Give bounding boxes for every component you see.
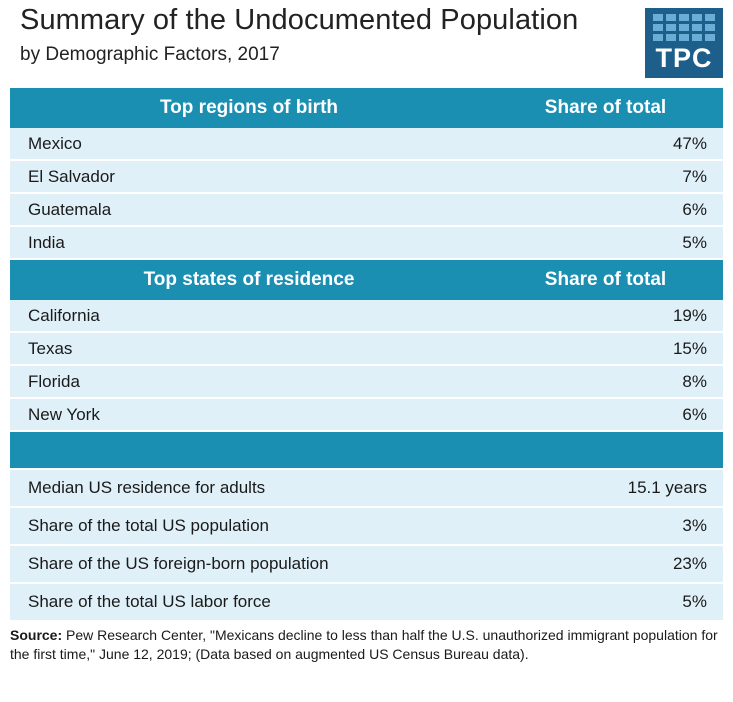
row-value: 6%: [682, 200, 707, 219]
row-value: 19%: [672, 306, 707, 325]
source-note: Source: Pew Research Center, "Mexicans d…: [10, 626, 720, 664]
table-row: India 5%: [10, 227, 723, 260]
row-value: 5%: [682, 592, 707, 611]
source-text: Pew Research Center, "Mexicans decline t…: [10, 627, 718, 662]
row-value: 5%: [682, 233, 707, 252]
table-row: Share of the US foreign-born population …: [10, 546, 723, 584]
regions-header-row: Top regions of birth Share of total: [10, 88, 723, 128]
tpc-logo: TPC: [645, 8, 723, 78]
table-row: Median US residence for adults 15.1 year…: [10, 470, 723, 508]
row-label: Share of the US foreign-born population: [28, 554, 329, 573]
table-row: El Salvador 7%: [10, 161, 723, 194]
states-header-row: Top states of residence Share of total: [10, 260, 723, 300]
row-value: 47%: [672, 134, 707, 153]
section-divider-bar: [10, 432, 723, 470]
table-row: Florida 8%: [10, 366, 723, 399]
summary-table: Top regions of birth Share of total Mexi…: [10, 88, 723, 622]
row-label: Share of the total US population: [28, 516, 269, 535]
row-value: 15.1 years: [627, 478, 707, 497]
row-label: Texas: [28, 339, 73, 358]
chart-title: Summary of the Undocumented Population: [20, 4, 579, 36]
logo-grid-icon: [653, 14, 715, 44]
row-label: Guatemala: [28, 200, 112, 219]
source-label: Source:: [10, 627, 63, 643]
row-value: 7%: [682, 167, 707, 186]
row-label: Florida: [28, 372, 80, 391]
table-row: New York 6%: [10, 399, 723, 432]
row-value: 6%: [682, 405, 707, 424]
row-label: New York: [28, 405, 100, 424]
row-label: Mexico: [28, 134, 82, 153]
row-label: El Salvador: [28, 167, 115, 186]
row-label: California: [28, 306, 100, 325]
states-header: Top states of residence: [143, 269, 355, 290]
table-row: Guatemala 6%: [10, 194, 723, 227]
states-value-header: Share of total: [544, 269, 667, 290]
table-row: Share of the total US population 3%: [10, 508, 723, 546]
logo-text: TPC: [655, 43, 713, 73]
table-row: California 19%: [10, 300, 723, 333]
row-value: 3%: [682, 516, 707, 535]
row-value: 15%: [672, 339, 707, 358]
row-label: Median US residence for adults: [28, 478, 266, 497]
table-row: Mexico 47%: [10, 128, 723, 161]
regions-value-header: Share of total: [544, 97, 667, 118]
chart-subtitle: by Demographic Factors, 2017: [20, 44, 280, 65]
row-label: India: [28, 233, 65, 252]
regions-header: Top regions of birth: [159, 97, 338, 118]
row-value: 8%: [682, 372, 707, 391]
table-row: Share of the total US labor force 5%: [10, 584, 723, 622]
row-value: 23%: [672, 554, 707, 573]
table-row: Texas 15%: [10, 333, 723, 366]
row-label: Share of the total US labor force: [28, 592, 271, 611]
